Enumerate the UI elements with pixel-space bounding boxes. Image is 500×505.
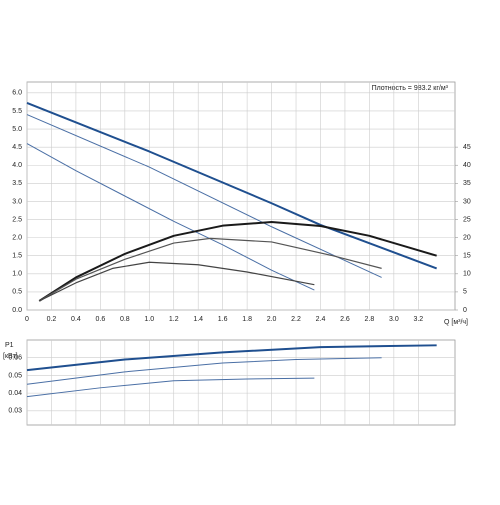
y-tick-label: 1.0 xyxy=(12,271,22,278)
y-tick-label: 0.06 xyxy=(8,355,22,362)
y-tick-label: 0.5 xyxy=(12,289,22,296)
curve xyxy=(26,357,382,385)
y-tick-label: 0.0 xyxy=(12,307,22,314)
x-tick-label: 0.2 xyxy=(47,316,57,323)
curve xyxy=(38,261,315,302)
curve xyxy=(26,114,382,278)
x-tick-label: 1.6 xyxy=(218,316,228,323)
x-tick-label: 3.2 xyxy=(413,316,423,323)
x-tick-label: 1.2 xyxy=(169,316,179,323)
y2-tick-label: 30 xyxy=(463,198,471,205)
curve xyxy=(26,377,315,398)
y-tick-label: 0.05 xyxy=(8,372,22,379)
x-tick-label: 2.0 xyxy=(267,316,277,323)
x-tick-label: 0.4 xyxy=(71,316,81,323)
y-tick-label: 1.5 xyxy=(12,253,22,260)
curve xyxy=(26,344,437,372)
density-note: Плотность = 983.2 кг/м³ xyxy=(372,85,449,92)
x-tick-label: 0.6 xyxy=(96,316,106,323)
x-tick-label: 2.4 xyxy=(316,316,326,323)
y2-tick-label: 45 xyxy=(463,144,471,151)
y-tick-label: 3.5 xyxy=(12,180,22,187)
y2-tick-label: 35 xyxy=(463,180,471,187)
y-tick-label: 6.0 xyxy=(12,90,22,97)
x-tick-label: 2.2 xyxy=(291,316,301,323)
y2-tick-label: 0 xyxy=(463,307,467,314)
x-tick-label: 0 xyxy=(25,316,29,323)
y2-tick-label: 5 xyxy=(463,289,467,296)
x-tick-label: 1.8 xyxy=(242,316,252,323)
y-tick-label: 2.5 xyxy=(12,216,22,223)
curve xyxy=(38,221,437,302)
y-axis-unit: [кВт] xyxy=(3,353,18,360)
curve xyxy=(26,102,438,270)
y2-tick-label: 25 xyxy=(463,216,471,223)
y2-tick-label: 40 xyxy=(463,162,471,169)
y2-tick-label: 15 xyxy=(463,253,471,260)
x-axis-label: Q [м³/ч] xyxy=(444,319,468,326)
x-tick-label: 1.0 xyxy=(144,316,154,323)
y-tick-label: 2.0 xyxy=(12,234,22,241)
y-tick-label: 3.0 xyxy=(12,198,22,205)
curve xyxy=(38,237,382,302)
curve xyxy=(26,143,315,291)
y-tick-label: 0.03 xyxy=(8,408,22,415)
x-tick-label: 3.0 xyxy=(389,316,399,323)
x-tick-label: 2.6 xyxy=(340,316,350,323)
y-tick-label: 0.04 xyxy=(8,390,22,397)
y2-tick-label: 10 xyxy=(463,271,471,278)
x-tick-label: 2.8 xyxy=(365,316,375,323)
y-tick-label: 5.5 xyxy=(12,108,22,115)
y2-tick-label: 20 xyxy=(463,234,471,241)
x-tick-label: 0.8 xyxy=(120,316,130,323)
y-tick-label: 4.0 xyxy=(12,162,22,169)
y-axis-label: P1 xyxy=(5,342,14,349)
y-tick-label: 4.5 xyxy=(12,144,22,151)
x-tick-label: 1.4 xyxy=(193,316,203,323)
y-tick-label: 5.0 xyxy=(12,126,22,133)
